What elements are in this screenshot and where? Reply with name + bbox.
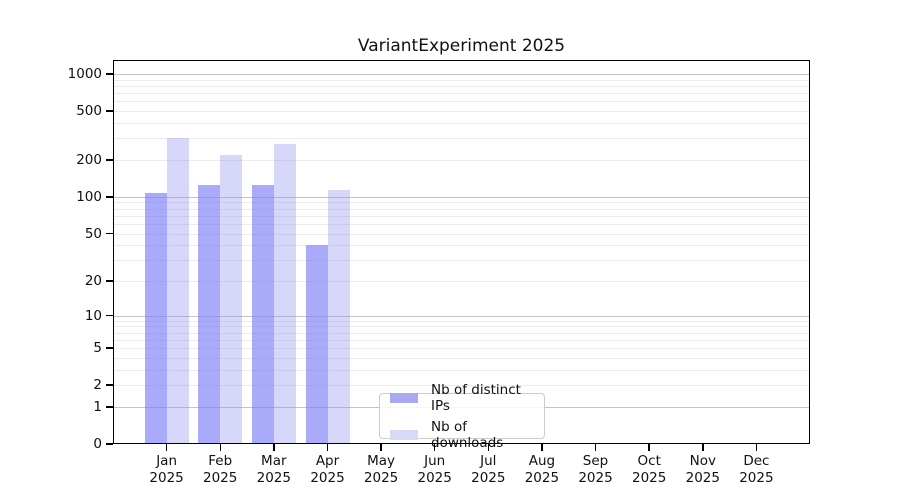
x-axis-month-label: Aug 2025 bbox=[524, 453, 560, 486]
gridline-minor bbox=[113, 357, 810, 359]
gridline-minor bbox=[113, 160, 810, 161]
y-axis-tick bbox=[106, 280, 113, 282]
x-axis-month-label: Jan 2025 bbox=[149, 453, 184, 486]
x-axis-tick bbox=[380, 444, 382, 451]
y-axis-tick bbox=[106, 443, 113, 445]
gridline-minor bbox=[113, 281, 810, 282]
gridline-minor bbox=[113, 93, 810, 95]
x-axis-month-label: Feb 2025 bbox=[203, 453, 238, 486]
gridline-minor bbox=[113, 223, 810, 225]
gridline-minor bbox=[113, 208, 810, 210]
y-axis-tick bbox=[106, 196, 113, 198]
legend-entry-distinct-ips: Nb of distinct IPs bbox=[390, 382, 534, 414]
x-axis-tick bbox=[648, 444, 650, 451]
x-axis-tick bbox=[433, 444, 436, 451]
gridline-minor bbox=[113, 320, 810, 322]
x-axis-month-label: Oct 2025 bbox=[632, 453, 667, 486]
y-axis-tick-label: 2 bbox=[93, 377, 102, 394]
bar-downloads-feb bbox=[220, 154, 243, 444]
x-axis-tick bbox=[219, 444, 221, 451]
x-axis-month-label: Jul 2025 bbox=[471, 453, 506, 486]
gridline-minor bbox=[113, 385, 810, 387]
y-axis-tick bbox=[106, 347, 113, 349]
x-axis-tick bbox=[702, 444, 704, 451]
gridline-minor bbox=[113, 339, 810, 341]
x-axis-tick bbox=[541, 444, 543, 451]
x-axis-month-label: Dec 2025 bbox=[739, 453, 774, 486]
y-axis-tick-label: 50 bbox=[84, 225, 102, 242]
gridline-minor bbox=[113, 326, 810, 328]
bar-downloads-mar bbox=[273, 144, 296, 444]
x-axis-tick bbox=[594, 444, 597, 451]
gridline-minor bbox=[113, 202, 810, 204]
y-axis-tick-label: 500 bbox=[76, 103, 102, 120]
legend-swatch-distinct-ips bbox=[390, 392, 418, 403]
y-axis-tick bbox=[106, 314, 113, 317]
legend-label-downloads: Nb of downloads bbox=[431, 418, 504, 451]
x-axis-month-label: Sep 2025 bbox=[578, 453, 613, 486]
y-axis-tick-label: 200 bbox=[76, 152, 102, 168]
x-axis-tick bbox=[273, 444, 275, 451]
gridline-minor bbox=[113, 79, 810, 81]
gridline-minor bbox=[113, 138, 810, 140]
x-axis-month-label: Nov 2025 bbox=[685, 453, 720, 486]
gridline-major bbox=[113, 196, 810, 198]
x-axis-month-label: Apr 2025 bbox=[310, 453, 345, 486]
gridline-major bbox=[113, 315, 810, 317]
x-axis-month-label: Mar 2025 bbox=[256, 453, 291, 486]
legend-label-distinct-ips: Nb of distinct IPs bbox=[431, 381, 521, 414]
gridline-minor bbox=[113, 123, 810, 124]
legend-swatch-downloads bbox=[390, 429, 418, 440]
gridline-minor bbox=[113, 233, 810, 235]
x-axis-tick bbox=[165, 444, 168, 451]
gridline-minor bbox=[113, 348, 810, 350]
y-axis-tick bbox=[106, 159, 113, 161]
y-axis-tick-label: 100 bbox=[76, 188, 102, 205]
gridline-minor bbox=[113, 86, 810, 87]
y-axis-tick bbox=[106, 232, 113, 235]
gridline-major bbox=[113, 74, 810, 75]
bar-distinct-ips-mar bbox=[251, 185, 274, 444]
y-axis-tick-label: 1 bbox=[93, 398, 102, 415]
x-axis-tick bbox=[755, 444, 758, 451]
y-axis-tick-label: 10 bbox=[84, 307, 102, 324]
bar-distinct-ips-apr bbox=[305, 245, 328, 444]
gridline-minor bbox=[113, 111, 810, 113]
gridline-minor bbox=[113, 332, 810, 334]
y-axis-tick bbox=[106, 110, 113, 112]
chart-title: VariantExperiment 2025 bbox=[357, 36, 566, 56]
x-axis-tick bbox=[326, 444, 329, 451]
gridline-minor bbox=[113, 101, 810, 103]
y-axis-tick-label: 5 bbox=[93, 340, 102, 357]
legend: Nb of distinct IPs Nb of downloads bbox=[379, 382, 545, 451]
plot-area bbox=[113, 60, 810, 444]
legend-entry-downloads: Nb of downloads bbox=[390, 419, 534, 451]
gridline-minor bbox=[113, 245, 810, 247]
bar-downloads-jan bbox=[166, 138, 189, 444]
x-axis-tick bbox=[487, 444, 490, 451]
y-axis-tick-label: 1000 bbox=[67, 66, 102, 82]
gridline-minor bbox=[113, 260, 810, 262]
gridline-minor bbox=[113, 369, 810, 371]
bar-distinct-ips-jan bbox=[144, 193, 167, 444]
y-axis-tick-label: 20 bbox=[84, 273, 102, 289]
y-axis-tick-label: 0 bbox=[93, 436, 102, 452]
y-axis-tick bbox=[106, 73, 113, 75]
gridline-minor bbox=[113, 215, 810, 217]
bar-downloads-apr bbox=[327, 189, 350, 444]
y-axis-tick bbox=[106, 384, 113, 386]
x-axis-month-label: Jun 2025 bbox=[417, 453, 452, 486]
y-axis-tick bbox=[106, 406, 113, 408]
bar-distinct-ips-feb bbox=[198, 185, 221, 444]
x-axis-month-label: May 2025 bbox=[363, 453, 399, 486]
